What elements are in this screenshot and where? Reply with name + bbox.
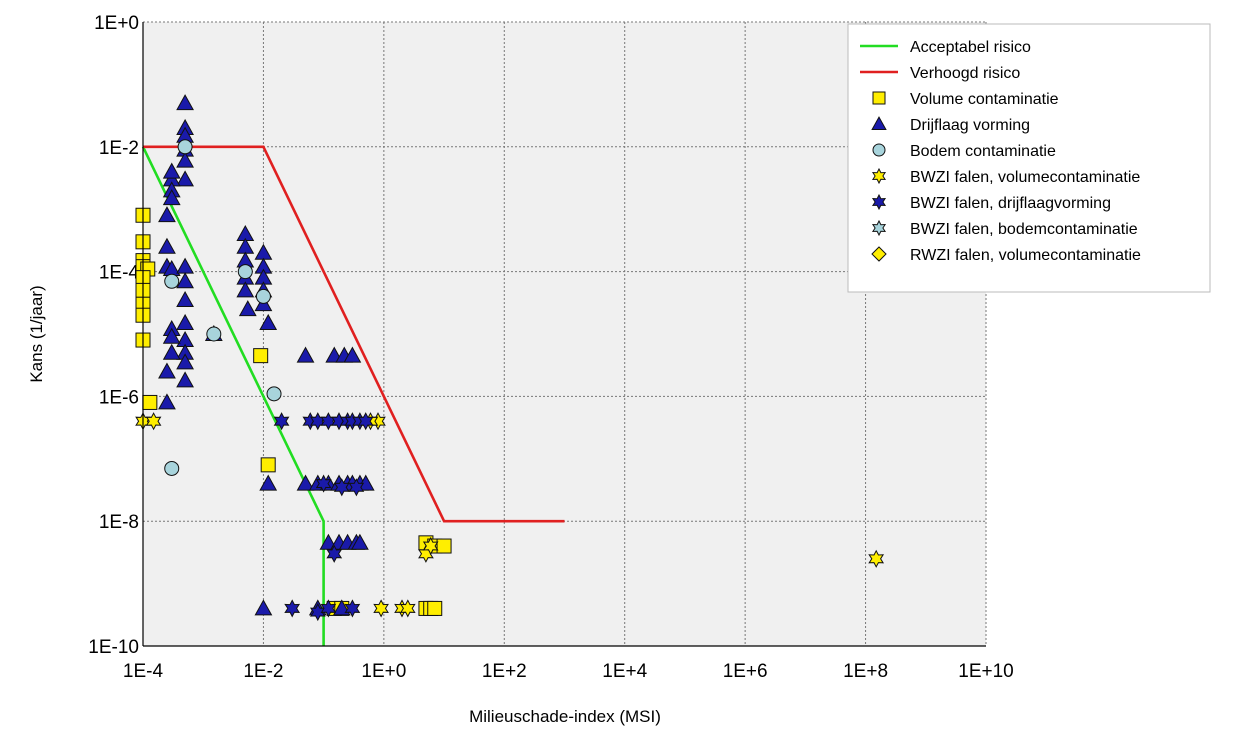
data-point — [343, 346, 362, 363]
data-point — [260, 457, 276, 473]
data-point — [259, 313, 278, 330]
data-point — [237, 264, 253, 280]
y-tick-label: 1E-8 — [99, 512, 139, 533]
data-point — [158, 206, 176, 223]
data-point — [296, 346, 315, 363]
x-tick-label: 1E-4 — [123, 661, 164, 682]
data-point — [158, 362, 176, 379]
data-markers — [135, 94, 885, 622]
legend-marker-swatch — [872, 143, 886, 157]
x-tick-labels: 1E-4 1E-2 1E+0 1E+2 1E+4 1E+6 1E+8 1E+10 — [123, 661, 1014, 682]
grid — [143, 21, 987, 646]
legend: Acceptabel risico Verhoogd risico Volume c… — [847, 23, 1211, 293]
legend-marker-swatch — [871, 193, 887, 211]
legend-marker-swatch — [871, 246, 887, 262]
data-point — [259, 474, 278, 491]
data-point — [238, 300, 257, 317]
data-point — [142, 394, 158, 410]
legend-label: Volume contaminatie — [910, 91, 1059, 108]
data-point — [176, 94, 194, 111]
data-point — [266, 386, 282, 402]
y-tick-labels: 1E-10 1E-8 1E-6 1E-4 1E-2 1E+0 — [88, 13, 139, 658]
data-point — [296, 474, 315, 491]
data-point — [422, 536, 439, 556]
series-group — [273, 412, 374, 622]
data-point — [177, 139, 193, 155]
data-point — [253, 348, 269, 364]
x-axis-title: Milieuschade-index (MSI) — [469, 707, 661, 726]
data-point — [164, 460, 180, 476]
data-point — [176, 272, 194, 289]
legend-box — [847, 23, 1211, 293]
data-point — [206, 326, 222, 342]
y-axis-title: Kans (1/jaar) — [27, 285, 46, 382]
data-point — [176, 170, 194, 187]
x-tick-label: 1E+10 — [958, 661, 1013, 682]
data-point — [350, 533, 369, 550]
data-point — [176, 313, 194, 330]
legend-label: RWZI falen, volumecontaminatie — [910, 247, 1141, 264]
data-point — [436, 538, 452, 554]
y-tick-label: 1E+0 — [94, 13, 139, 34]
x-tick-label: 1E+0 — [361, 661, 406, 682]
data-point — [162, 162, 181, 179]
data-point — [158, 393, 176, 410]
data-point — [333, 478, 350, 497]
data-point — [162, 327, 181, 344]
data-point — [373, 599, 389, 618]
legend-marker-swatch — [872, 91, 886, 105]
data-point — [357, 412, 374, 431]
data-point — [273, 412, 290, 431]
data-point — [348, 478, 365, 497]
data-point — [158, 237, 176, 254]
x-tick-label: 1E+4 — [602, 661, 647, 682]
legend-marker-swatch — [871, 219, 887, 237]
x-tick-label: 1E+8 — [843, 661, 888, 682]
data-point — [254, 599, 273, 616]
data-point — [145, 412, 162, 431]
data-point — [868, 549, 885, 568]
data-point — [176, 371, 194, 388]
x-tick-label: 1E+6 — [723, 661, 768, 682]
data-point — [399, 599, 416, 618]
legend-label: BWZI falen, bodemcontaminatie — [910, 221, 1138, 238]
data-point — [284, 599, 301, 618]
data-point — [164, 273, 180, 289]
legend-marker-swatch — [871, 167, 887, 185]
data-point — [427, 600, 443, 616]
legend-label: BWZI falen, volumecontaminatie — [910, 169, 1140, 186]
x-tick-label: 1E+2 — [482, 661, 527, 682]
data-point — [255, 288, 271, 304]
x-tick-label: 1E-2 — [243, 661, 283, 682]
data-point — [176, 353, 194, 370]
legend-marker-swatch — [871, 116, 887, 131]
data-point — [344, 599, 361, 618]
y-tick-label: 1E-10 — [88, 637, 139, 658]
risk-line — [143, 145, 565, 523]
data-point — [176, 151, 194, 168]
series-group — [164, 139, 282, 476]
data-point — [162, 189, 181, 206]
data-point — [326, 544, 343, 563]
data-point — [320, 599, 337, 618]
y-tick-label: 1E-4 — [99, 263, 140, 284]
y-tick-label: 1E-2 — [99, 138, 139, 159]
legend-label: Bodem contaminatie — [910, 143, 1056, 160]
data-point — [176, 290, 194, 307]
data-point — [315, 474, 332, 493]
data-point — [236, 281, 255, 298]
legend-label: BWZI falen, drijflaagvorming — [910, 195, 1111, 212]
data-point — [162, 343, 181, 360]
legend-label: Acceptabel risico — [910, 39, 1031, 56]
plot-area — [143, 22, 986, 646]
legend-label: Verhoogd risico — [910, 65, 1020, 82]
y-tick-label: 1E-6 — [99, 387, 139, 408]
legend-label: Drijflaag vorming — [910, 117, 1030, 134]
